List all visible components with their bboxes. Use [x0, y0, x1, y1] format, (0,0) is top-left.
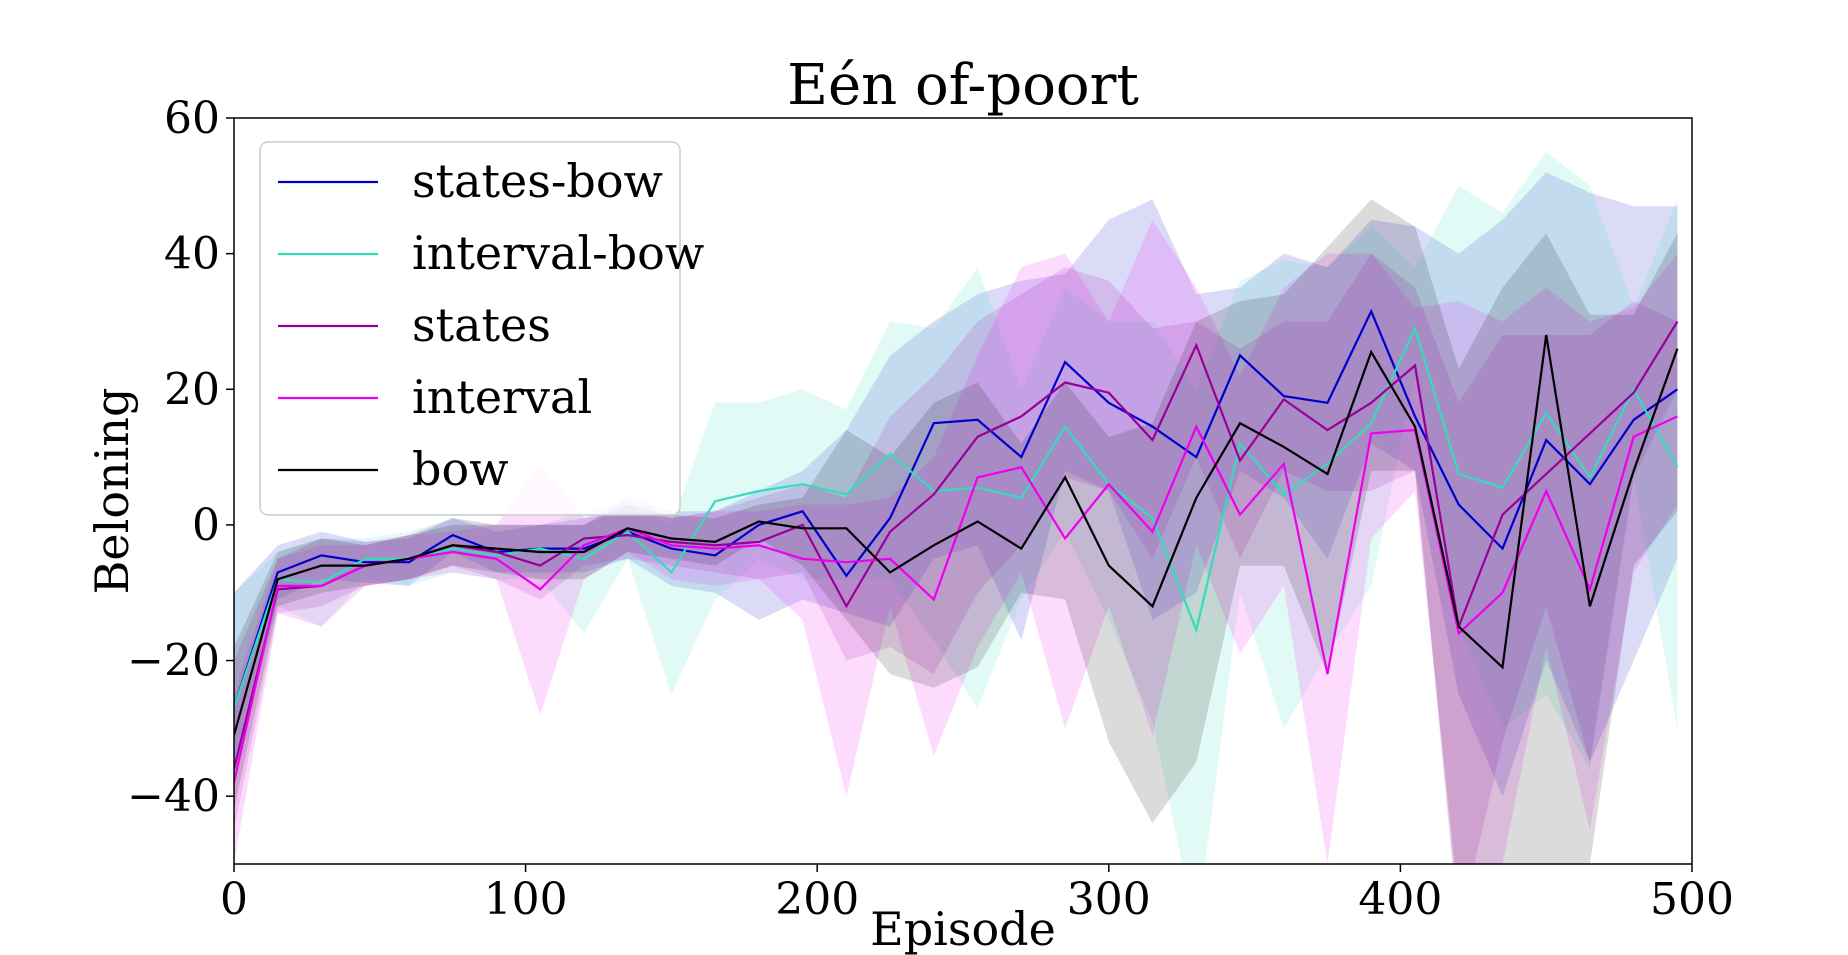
- x-tick-label: 200: [775, 874, 859, 925]
- y-axis: −40 −20 0 20 40 60: [127, 93, 234, 822]
- y-tick-label: 60: [164, 93, 220, 144]
- y-tick-label: 40: [164, 229, 220, 280]
- band-interval-bow: [234, 151, 1678, 864]
- x-tick-label: 500: [1650, 874, 1734, 925]
- line-states: [234, 320, 1679, 770]
- legend-label-states: states: [412, 298, 551, 352]
- y-tick-label: 20: [164, 364, 220, 415]
- x-axis-label: Episode: [870, 902, 1056, 955]
- legend-box: [259, 141, 681, 516]
- line-states-bow: [234, 308, 1679, 709]
- legend: states-bow interval-bow states interval bow: [259, 141, 704, 516]
- y-tick-label: −40: [127, 771, 220, 822]
- x-tick-label: 0: [220, 874, 248, 925]
- band-bow: [234, 199, 1678, 864]
- legend-label-interval: interval: [412, 370, 592, 424]
- y-tick-label: −20: [127, 636, 220, 687]
- legend-label-states-bow: states-bow: [412, 154, 663, 208]
- series-lines: [234, 308, 1679, 783]
- chart-title: Eén of-poort: [787, 53, 1139, 118]
- band-states-bow: [234, 172, 1678, 797]
- x-tick-label: 300: [1067, 874, 1151, 925]
- band-interval: [234, 219, 1678, 864]
- line-bow: [234, 334, 1679, 736]
- legend-label-interval-bow: interval-bow: [412, 226, 704, 280]
- y-axis-label: Beloning: [85, 388, 139, 595]
- x-tick-label: 400: [1358, 874, 1442, 925]
- legend-label-bow: bow: [412, 442, 509, 496]
- confidence-bands: [234, 151, 1678, 864]
- line-interval-bow: [234, 325, 1679, 709]
- band-states: [234, 253, 1678, 864]
- x-tick-label: 100: [484, 874, 568, 925]
- legend-items: states-bow interval-bow states interval bow: [278, 154, 704, 496]
- x-axis: 0 100 200 300 400 500: [220, 864, 1734, 925]
- y-tick-label: 0: [192, 500, 220, 551]
- plot-frame: [233, 117, 1693, 865]
